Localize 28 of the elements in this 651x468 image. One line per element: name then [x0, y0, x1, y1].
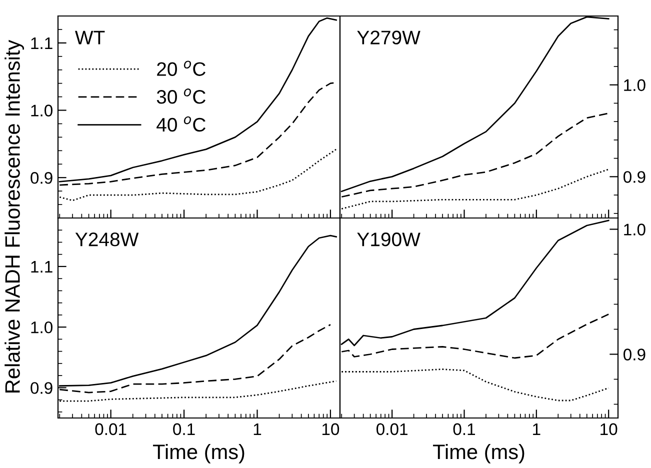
y-tick-label: 1.0 — [624, 224, 646, 236]
legend-label: 40 $^{o}$C — [156, 116, 206, 132]
annotation: WT — [75, 30, 105, 44]
x-tick-label: 1 — [533, 423, 540, 435]
x-tick-label: 0.01 — [95, 423, 126, 436]
x-tick-label: 10 — [600, 423, 618, 436]
y-tick-label: 1.0 — [31, 104, 52, 116]
y-tick-label: 0.9 — [624, 171, 646, 183]
y-axis-title: Relative NADH Fluorescence Intensity — [4, 40, 24, 392]
y-tick-label: 1.1 — [31, 38, 52, 49]
y-tick-label: 0.9 — [30, 382, 52, 394]
x-tick-label: 0.1 — [173, 423, 195, 436]
x-tick-label: 1 — [254, 423, 262, 435]
legend-label: 20 $^{o}$C — [157, 60, 206, 76]
annotation: Y248W — [75, 232, 139, 246]
annotation: Y190W — [357, 232, 420, 246]
y-tick-label: 1.0 — [624, 79, 646, 92]
y-tick-label: 0.9 — [30, 172, 52, 184]
annotation: Y279W — [357, 30, 420, 44]
x-tick-label: 10 — [322, 423, 340, 436]
x-axis-title: Time (ms) — [152, 444, 244, 464]
y-tick-label: 1.1 — [31, 261, 52, 273]
y-tick-label: 0.9 — [624, 348, 646, 360]
x-axis-title: Time (ms) — [432, 444, 524, 464]
x-tick-label: 0.1 — [453, 423, 476, 436]
x-tick-label: 0.01 — [376, 423, 408, 436]
legend-label: 30 $^{o}$C — [156, 88, 206, 104]
y-tick-label: 1.0 — [31, 321, 52, 334]
